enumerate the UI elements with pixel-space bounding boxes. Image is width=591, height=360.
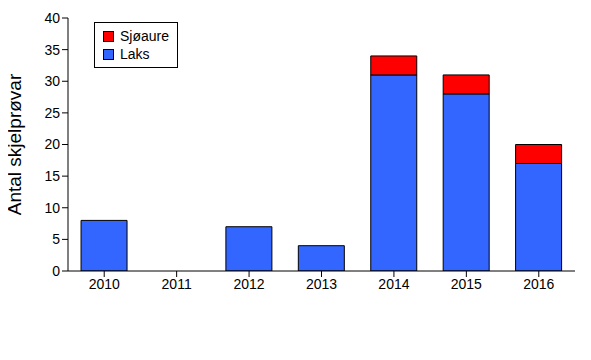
svg-text:35: 35 xyxy=(44,42,60,58)
svg-text:0: 0 xyxy=(52,263,60,279)
svg-text:15: 15 xyxy=(44,168,60,184)
html-text:Laks: Laks xyxy=(120,46,150,62)
svg-text:2014: 2014 xyxy=(378,276,409,292)
svg-text:40: 40 xyxy=(44,10,60,26)
svg-text:Antal skjelprøvar: Antal skjelprøvar xyxy=(8,73,25,215)
svg-text:2016: 2016 xyxy=(523,276,554,292)
svg-text:30: 30 xyxy=(44,73,60,89)
svg-text:2011: 2011 xyxy=(162,276,192,292)
svg-text:20: 20 xyxy=(44,136,60,152)
svg-text:5: 5 xyxy=(52,231,60,247)
svg-text:2013: 2013 xyxy=(306,276,337,292)
html-text:Sjøaure: Sjøaure xyxy=(120,28,169,44)
svg-text:25: 25 xyxy=(44,105,60,121)
svg-text:2010: 2010 xyxy=(89,276,120,292)
svg-text:10: 10 xyxy=(44,200,60,216)
svg-text:2012: 2012 xyxy=(233,276,264,292)
svg-text:2015: 2015 xyxy=(451,276,482,292)
